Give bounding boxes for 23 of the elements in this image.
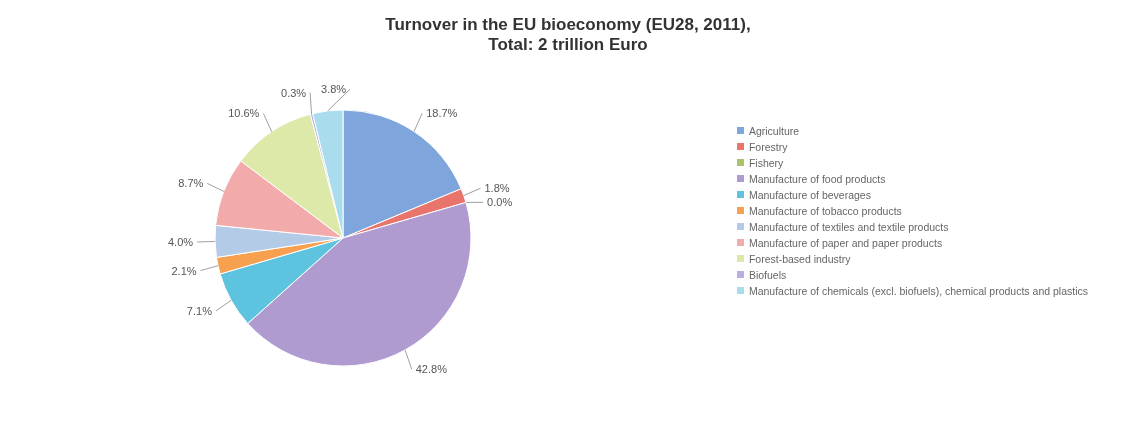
data-label: 8.7% bbox=[178, 177, 204, 190]
legend-label: Manufacture of beverages bbox=[748, 187, 871, 203]
data-label: 1.8% bbox=[484, 182, 510, 195]
legend-label: Forestry bbox=[748, 139, 788, 155]
legend-label: Forest-based industry bbox=[748, 251, 851, 267]
data-label: 42.8% bbox=[415, 363, 448, 376]
legend-label: Manufacture of chemicals (excl. biofuels), chemical products and plastics bbox=[748, 283, 1088, 299]
data-label: 0.3% bbox=[281, 86, 307, 99]
data-label: 18.7% bbox=[426, 107, 458, 120]
legend-label: Manufacture of tobacco products bbox=[748, 203, 902, 219]
data-label: 7.1% bbox=[186, 304, 213, 317]
data-label: 10.6% bbox=[228, 107, 260, 120]
text: 0.0% bbox=[487, 196, 513, 209]
legend-label: Biofuels bbox=[748, 267, 787, 283]
legend-label: Manufacture of food products bbox=[748, 171, 886, 187]
chart-title: Turnover in the EU bioeconomy (EU28, 2011), Total: 2 trillion Euro bbox=[385, 15, 751, 54]
legend-label: Fishery bbox=[748, 155, 784, 171]
legend-label: Manufacture of paper and paper products bbox=[748, 235, 943, 251]
legend-label: Agriculture bbox=[748, 123, 800, 139]
data-label: 3.8% bbox=[321, 83, 347, 96]
legend-label: Manufacture of textiles and textile products bbox=[748, 219, 949, 235]
data-label: 2.1% bbox=[171, 264, 197, 277]
data-label: 4.0% bbox=[167, 236, 194, 249]
